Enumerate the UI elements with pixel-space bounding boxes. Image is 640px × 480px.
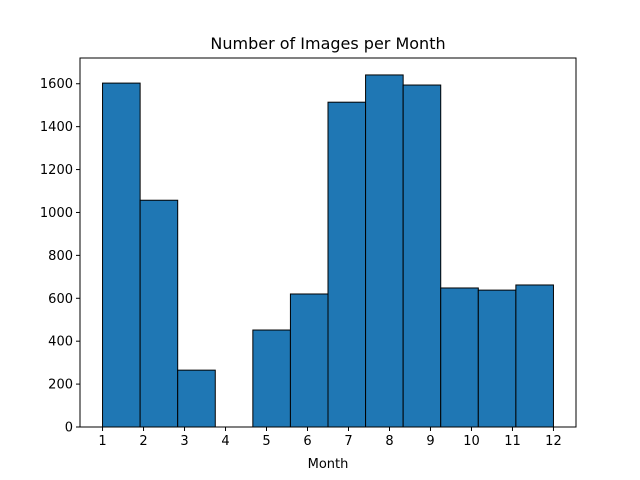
y-tick-label: 600 [48, 292, 73, 307]
y-tick-label: 1200 [40, 163, 73, 178]
bar-2 [139, 199, 179, 428]
y-tick-label: 800 [48, 249, 73, 264]
bars-group [102, 74, 554, 428]
y-tick-label: 400 [48, 335, 73, 350]
bar-12 [515, 284, 554, 428]
chart-title: Number of Images per Month [210, 34, 445, 53]
x-axis-label: Month [308, 457, 349, 472]
plot-frame [79, 57, 577, 428]
bar-11 [477, 289, 517, 428]
y-tick-label: 1400 [40, 120, 73, 135]
y-tick-label: 0 [65, 421, 73, 436]
y-tick-label: 1600 [40, 77, 73, 92]
x-tick-label: 4 [221, 434, 229, 449]
bar-10 [440, 287, 479, 428]
x-tick-label: 11 [504, 434, 521, 449]
x-tick-label: 9 [426, 434, 434, 449]
bar-7 [327, 101, 367, 428]
y-tick-label: 1000 [40, 206, 73, 221]
x-tick-label: 8 [385, 434, 393, 449]
bar-9 [402, 84, 442, 428]
bar-3 [177, 369, 216, 428]
bar-8 [365, 74, 404, 428]
y-axis-ticks: 0 200 400 600 800 1000 1200 1400 1600 [40, 77, 80, 436]
bar-6 [289, 293, 329, 428]
y-tick-label: 200 [48, 378, 73, 393]
x-tick-label: 1 [98, 434, 106, 449]
x-tick-label: 5 [262, 434, 270, 449]
bar-5 [252, 329, 291, 428]
x-tick-label: 7 [344, 434, 352, 449]
x-tick-label: 12 [545, 434, 562, 449]
x-tick-label: 2 [139, 434, 147, 449]
x-axis-ticks: 1 2 3 4 5 6 7 8 9 10 11 12 [98, 427, 562, 449]
x-tick-label: 3 [180, 434, 188, 449]
bar-1 [102, 82, 141, 428]
x-tick-label: 10 [463, 434, 480, 449]
x-tick-label: 6 [303, 434, 311, 449]
